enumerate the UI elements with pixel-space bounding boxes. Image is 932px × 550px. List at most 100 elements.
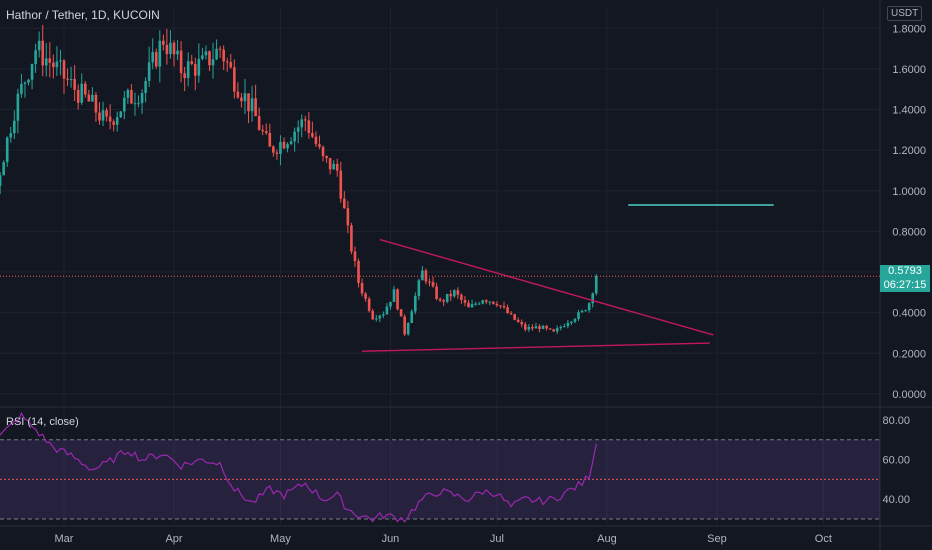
candle-body <box>523 324 527 330</box>
candle-body <box>552 329 555 332</box>
candle-body <box>250 98 254 112</box>
candle-body <box>343 198 346 209</box>
candle-body <box>20 83 23 94</box>
candle-body <box>360 282 364 294</box>
candle-body <box>513 314 516 320</box>
candle-body <box>80 83 84 103</box>
price-tick-label: 0.4000 <box>892 308 926 320</box>
candle-body <box>499 305 502 307</box>
candle-body <box>154 52 158 67</box>
candle-body <box>428 281 431 283</box>
symbol-title: Hathor / Tether, 1D, KUCOIN <box>6 8 160 22</box>
candle-body <box>105 110 108 117</box>
time-tick-label: Sep <box>707 533 727 545</box>
rsi-line <box>0 411 597 523</box>
candle-body <box>2 162 5 176</box>
candle-body <box>0 175 2 186</box>
candle-body <box>208 51 211 66</box>
price-tick-label: 0.2000 <box>892 348 926 360</box>
candle-body <box>463 299 467 303</box>
candle-body <box>374 318 378 320</box>
candle-body <box>165 44 169 55</box>
candle-body <box>257 116 261 130</box>
candle-body <box>396 289 399 310</box>
candle-body <box>48 58 52 63</box>
candle-body <box>66 78 69 80</box>
lower-trendline <box>362 342 710 352</box>
current-price-label: 0.5793 <box>880 265 930 278</box>
candle-body <box>225 61 229 63</box>
candle-body <box>137 103 140 105</box>
time-tick-label: Apr <box>165 533 182 545</box>
candle-body <box>130 89 133 104</box>
candle-body <box>76 89 80 103</box>
candle-body <box>254 98 257 117</box>
candle-body <box>147 62 151 81</box>
candle-body <box>52 62 55 68</box>
candle-body <box>314 136 318 145</box>
time-tick-label: Aug <box>597 533 617 545</box>
candle-body <box>286 143 289 149</box>
candle-body <box>261 129 265 132</box>
time-tick-label: Jul <box>490 533 504 545</box>
candle-body <box>545 325 548 329</box>
candle-body <box>27 79 30 83</box>
candle-body <box>133 103 137 105</box>
candle-body <box>83 83 87 95</box>
candle-body <box>69 78 73 80</box>
candle-body <box>94 94 98 113</box>
candle-body <box>186 61 190 79</box>
candle-body <box>321 146 325 157</box>
candle-body <box>403 316 406 335</box>
candle-body <box>222 49 225 62</box>
candle-body <box>296 127 300 132</box>
candle-body <box>417 280 421 296</box>
candle-body <box>449 293 453 297</box>
candle-body <box>350 225 353 252</box>
price-tick-label: 0.8000 <box>892 226 926 238</box>
candle-body <box>367 298 371 311</box>
price-tick-label: 1.2000 <box>892 145 926 157</box>
candle-body <box>240 97 243 102</box>
candle-body <box>62 60 66 79</box>
candle-body <box>247 93 250 112</box>
candle-body <box>406 322 410 335</box>
candle-body <box>37 40 41 51</box>
candle-body <box>236 91 240 98</box>
candle-body <box>584 310 587 312</box>
time-tick-label: Jun <box>382 533 400 545</box>
rsi-label: RSI (14, close) <box>6 416 79 428</box>
candle-body <box>559 327 563 329</box>
candle-body <box>307 120 311 134</box>
candle-body <box>218 48 222 50</box>
candle-body <box>335 163 339 171</box>
candle-body <box>34 50 37 65</box>
candle-body <box>534 326 538 329</box>
candle-body <box>435 286 438 299</box>
candle-body <box>115 117 119 125</box>
candle-body <box>474 303 477 305</box>
candle-body <box>460 294 463 300</box>
candle-body <box>279 141 282 154</box>
candle-body <box>488 301 492 303</box>
candle-body <box>158 40 162 67</box>
candle-body <box>392 289 396 302</box>
bar-countdown: 06:27:15 <box>880 278 930 292</box>
candle-body <box>555 328 559 332</box>
candle-body <box>431 281 435 287</box>
candle-body <box>98 112 101 121</box>
price-unit[interactable]: USDT <box>887 6 923 21</box>
upper-trendline <box>379 238 714 336</box>
candle-body <box>123 97 126 112</box>
candle-body <box>577 312 580 320</box>
candle-body <box>399 309 403 317</box>
candle-body <box>272 146 275 153</box>
candle-body <box>531 327 534 329</box>
candle-body <box>332 163 335 170</box>
candle-body <box>445 293 449 302</box>
candle-body <box>563 326 566 328</box>
candle-body <box>311 133 314 137</box>
price-tick-label: 0.0000 <box>892 389 926 401</box>
candle-body <box>91 94 94 102</box>
